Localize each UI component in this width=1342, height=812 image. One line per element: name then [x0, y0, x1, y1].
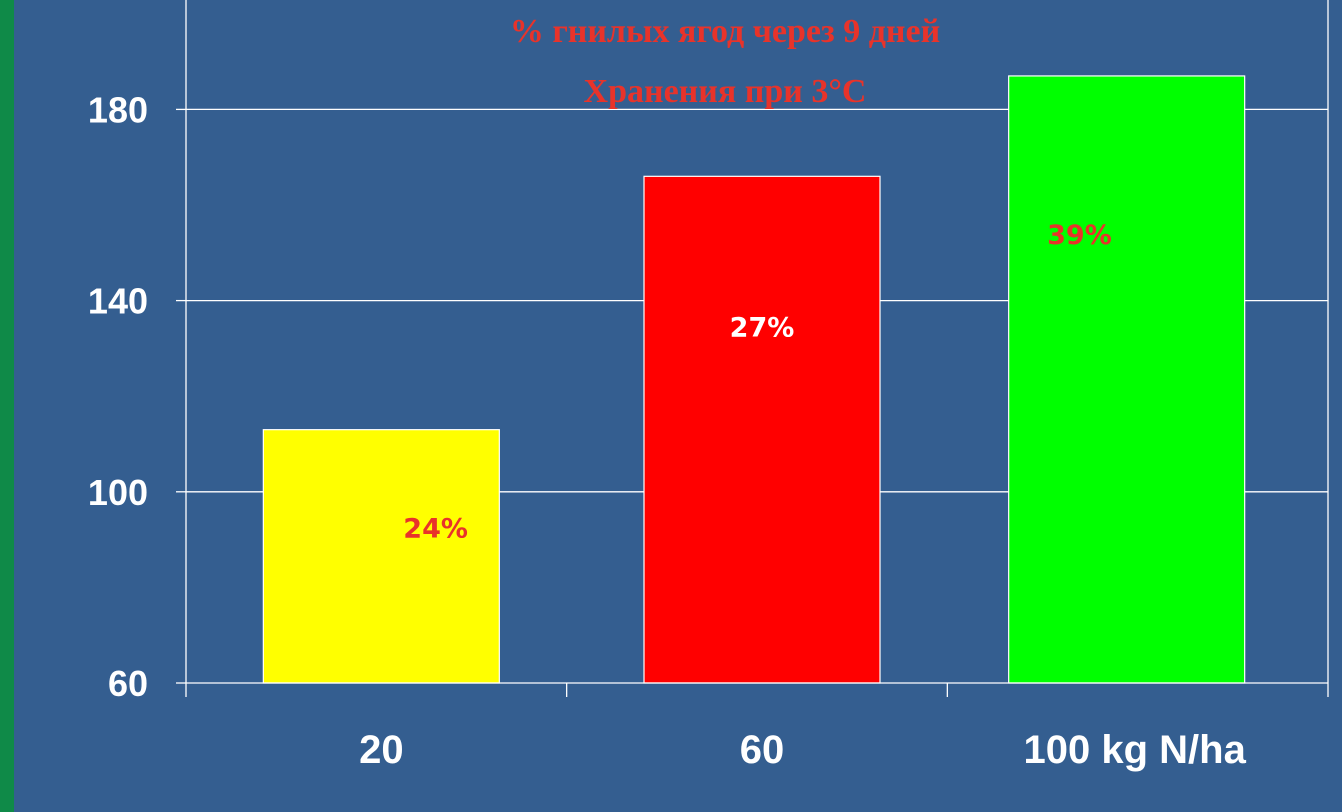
data-label-1: 24%: [403, 514, 468, 545]
x-tick-label-3: 100 kg N/ha: [1024, 728, 1247, 772]
x-tick-label-2: 60: [740, 728, 785, 772]
bar-chart: 60 100 140 180 20 60 100 kg N/ha 24% 27% 39% % …: [88, 0, 1329, 772]
y-tick-label-180: 180: [88, 89, 148, 130]
axes: [176, 0, 1329, 697]
data-labels: 24% 27% 39%: [403, 220, 1111, 545]
bar-1: [262, 429, 500, 684]
chart-title-line-2: Хранения при 3°C: [584, 73, 867, 110]
x-tick-label-1: 20: [359, 728, 404, 772]
y-tick-labels: 60 100 140 180: [88, 89, 148, 704]
y-tick-label-60: 60: [108, 663, 148, 704]
bar-3: [1008, 75, 1246, 684]
x-tick-labels: 20 60 100 kg N/ha: [359, 728, 1246, 772]
bar-2: [643, 175, 881, 684]
y-tick-label-140: 140: [88, 281, 148, 322]
y-tick-label-100: 100: [88, 472, 148, 513]
chart-title-line-1: % гнилых ягод через 9 дней: [510, 13, 940, 50]
chart-area: 60 100 140 180 20 60 100 kg N/ha 24% 27% 39% % …: [14, 0, 1342, 812]
data-label-2: 27%: [730, 312, 795, 343]
bars: [262, 75, 1246, 684]
data-label-3: 39%: [1047, 220, 1112, 251]
chart-title: % гнилых ягод через 9 дней Хранения при …: [510, 13, 940, 110]
